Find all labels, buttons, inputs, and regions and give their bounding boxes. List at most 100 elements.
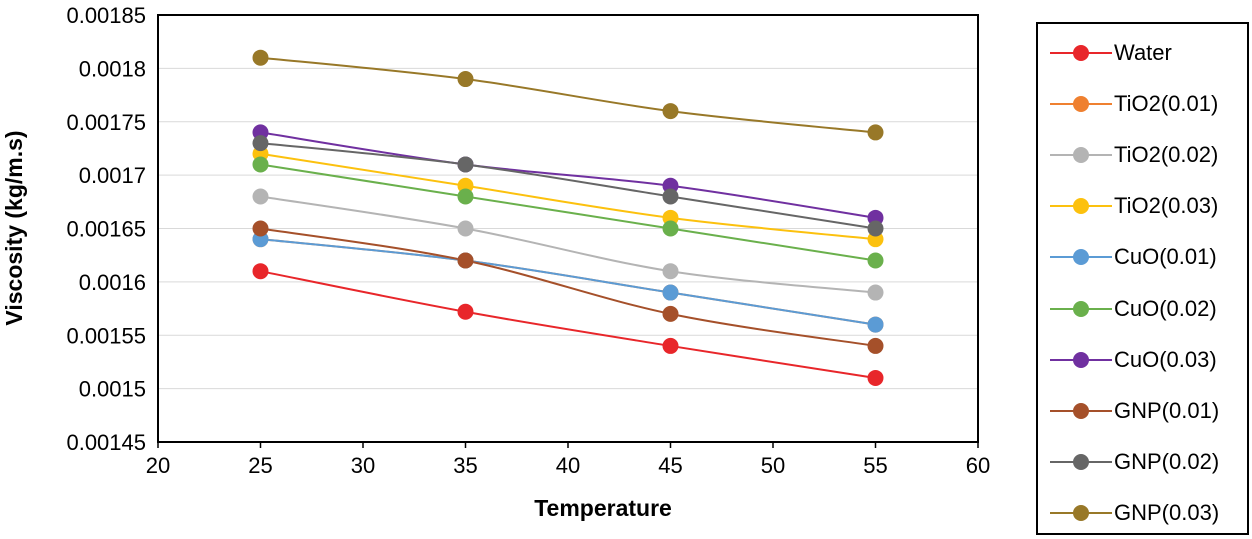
y-tick-label: 0.0017 <box>79 163 146 188</box>
data-point-gnp-0-02 <box>867 220 884 237</box>
data-point-gnp-0-03 <box>662 103 679 120</box>
data-point-tio2-0-02 <box>252 188 269 205</box>
y-axis-label: Viscosity (kg/m.s) <box>1 130 27 325</box>
legend-label: CuO(0.03) <box>1114 346 1217 372</box>
legend-item-water: Water <box>1038 33 1247 73</box>
legend-item-cuo-0-02: CuO(0.02) <box>1038 289 1247 329</box>
series-line-cuo-0-02 <box>260 163 876 262</box>
legend-label: TiO2(0.01) <box>1114 91 1219 117</box>
legend-swatch <box>1050 249 1112 266</box>
legend-item-tio2-0-02: TiO2(0.02) <box>1038 135 1247 175</box>
data-point-water <box>662 337 679 354</box>
data-point-tio2-0-02 <box>457 220 474 237</box>
legend-item-tio2-0-01: TiO2(0.01) <box>1038 84 1247 124</box>
legend-swatch-marker <box>1073 300 1089 317</box>
series-line-tio2-0-03 <box>260 152 876 241</box>
y-tick-label: 0.00155 <box>66 323 146 348</box>
legend-swatch-marker <box>1073 453 1089 470</box>
legend-swatch <box>1050 453 1112 470</box>
series-points <box>252 49 884 386</box>
legend-swatch-marker <box>1073 351 1089 368</box>
legend-swatch-marker <box>1073 402 1089 419</box>
line-chart: 0.00145 0.0015 0.00155 0.0016 0.00165 0.0017 0… <box>1 3 990 521</box>
legend-swatch-marker <box>1073 249 1089 266</box>
data-point-cuo-0-01 <box>867 316 884 333</box>
legend-label: CuO(0.02) <box>1114 295 1217 321</box>
x-tick-label: 60 <box>966 453 990 478</box>
legend-item-cuo-0-01: CuO(0.01) <box>1038 237 1247 277</box>
legend-swatch <box>1050 96 1112 113</box>
data-point-gnp-0-03 <box>867 124 884 141</box>
data-point-tio2-0-02 <box>867 284 884 301</box>
legend-swatch <box>1050 504 1112 521</box>
series-line-cuo-0-01 <box>260 238 876 326</box>
legend-swatch <box>1050 198 1112 215</box>
data-point-gnp-0-02 <box>252 135 269 152</box>
x-tick-label: 35 <box>453 453 477 478</box>
y-tick-labels: 0.00145 0.0015 0.00155 0.0016 0.00165 0.0017 0… <box>66 3 146 455</box>
legend-label: CuO(0.01) <box>1114 244 1217 270</box>
x-tick-label: 30 <box>351 453 375 478</box>
data-point-gnp-0-01 <box>662 305 679 322</box>
legend-item-gnp-0-01: GNP(0.01) <box>1038 391 1247 431</box>
x-tick-label: 20 <box>146 453 170 478</box>
data-point-tio2-0-02 <box>662 263 679 280</box>
data-point-gnp-0-01 <box>457 252 474 269</box>
x-tick-label: 55 <box>863 453 887 478</box>
legend-item-cuo-0-03: CuO(0.03) <box>1038 340 1247 380</box>
data-point-cuo-0-02 <box>662 220 679 237</box>
data-point-water <box>252 263 269 280</box>
data-point-gnp-0-01 <box>252 220 269 237</box>
y-tick-label: 0.00185 <box>66 3 146 28</box>
x-tick-label: 45 <box>658 453 682 478</box>
legend-label: TiO2(0.03) <box>1114 193 1219 219</box>
series-line-gnp-0-01 <box>260 227 876 347</box>
series-lines <box>260 56 876 379</box>
legend-swatch-marker <box>1073 147 1089 164</box>
gridlines <box>158 67 978 390</box>
data-point-cuo-0-02 <box>252 156 269 173</box>
x-tick-label: 40 <box>556 453 580 478</box>
y-tick-label: 0.0018 <box>79 56 146 81</box>
legend-swatch-marker <box>1073 96 1089 113</box>
x-tick-label: 25 <box>248 453 272 478</box>
y-tick-label: 0.00175 <box>66 110 146 135</box>
y-tick-label: 0.00165 <box>66 217 146 242</box>
legend-label: GNP(0.02) <box>1114 448 1220 474</box>
series-line-cuo-0-03 <box>260 131 876 219</box>
legend-swatch-marker <box>1073 504 1089 521</box>
data-point-gnp-0-02 <box>457 156 474 173</box>
y-tick-label: 0.00145 <box>66 430 146 455</box>
data-point-cuo-0-01 <box>662 284 679 301</box>
legend-label: GNP(0.01) <box>1114 397 1220 423</box>
legend-swatch <box>1050 147 1112 164</box>
legend-swatch-marker <box>1073 198 1089 215</box>
y-tick-label: 0.0015 <box>79 377 146 402</box>
y-tick-label: 0.0016 <box>79 270 146 295</box>
legend-label: GNP(0.03) <box>1114 499 1220 525</box>
legend-item-tio2-0-03: TiO2(0.03) <box>1038 186 1247 226</box>
legend-label: TiO2(0.02) <box>1114 142 1219 168</box>
series-line-gnp-0-03 <box>260 56 876 134</box>
data-point-gnp-0-01 <box>867 337 884 354</box>
legend: Water TiO2(0.01) TiO2(0.02) TiO2(0.03) CuO(0… <box>1036 22 1249 535</box>
x-axis-label: Temperature <box>534 495 672 521</box>
legend-item-gnp-0-02: GNP(0.02) <box>1038 442 1247 482</box>
series-line-gnp-0-02 <box>260 142 876 230</box>
data-point-gnp-0-02 <box>662 188 679 205</box>
data-point-cuo-0-02 <box>867 252 884 269</box>
data-point-gnp-0-03 <box>457 71 474 88</box>
series-line-water <box>260 270 876 379</box>
data-point-water <box>457 303 474 320</box>
legend-swatch <box>1050 402 1112 419</box>
data-point-gnp-0-03 <box>252 49 269 66</box>
series-line-tio2-0-02 <box>260 195 876 294</box>
x-tick-labels: 20 25 30 35 40 45 50 55 60 <box>146 442 990 478</box>
legend-swatch <box>1050 300 1112 317</box>
data-point-water <box>867 369 884 386</box>
legend-item-gnp-0-03: GNP(0.03) <box>1038 493 1247 533</box>
x-tick-label: 50 <box>761 453 785 478</box>
data-point-cuo-0-02 <box>457 188 474 205</box>
legend-label: Water <box>1114 40 1172 65</box>
legend-swatch <box>1050 351 1112 368</box>
